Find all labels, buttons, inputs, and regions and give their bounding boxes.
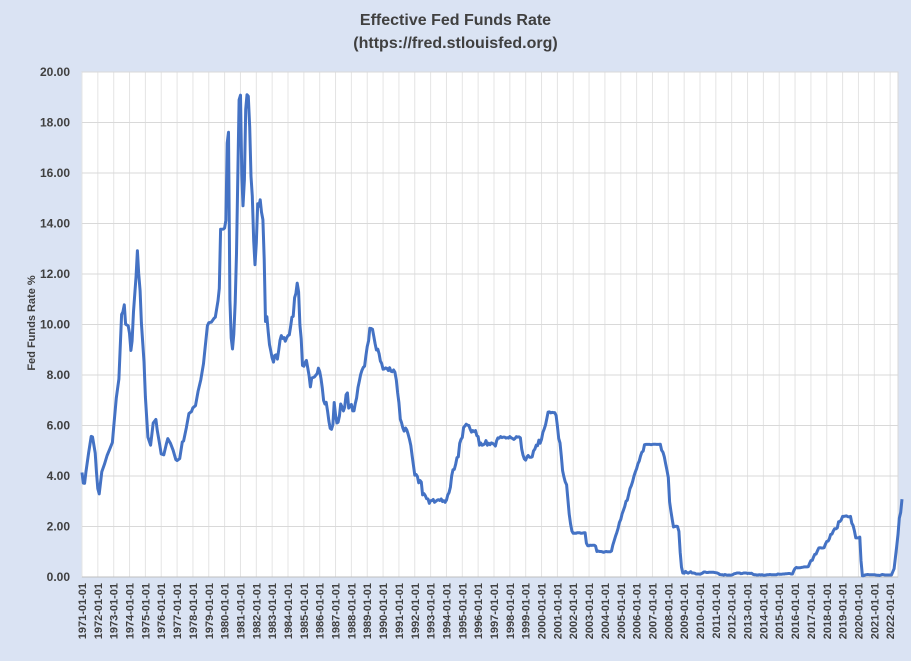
y-tick-label: 6.00 [47, 419, 71, 433]
x-tick-label: 2009-01-01 [679, 583, 691, 639]
x-tick-label: 2005-01-01 [616, 583, 628, 639]
x-tick-label: 1984-01-01 [283, 583, 295, 639]
x-tick-label: 1986-01-01 [315, 583, 327, 639]
series-line [80, 93, 904, 578]
x-tick-label: 2006-01-01 [632, 583, 644, 639]
x-tick-label: 1979-01-01 [204, 583, 216, 639]
x-tick-label: 1974-01-01 [125, 583, 137, 639]
x-tick-label: 1995-01-01 [457, 583, 469, 639]
x-tick-label: 1993-01-01 [426, 583, 438, 639]
x-tick-label: 2010-01-01 [695, 583, 707, 639]
x-tick-label: 2015-01-01 [774, 583, 786, 639]
chart-title: Effective Fed Funds Rate [359, 12, 552, 29]
y-tick-label: 0.00 [47, 570, 71, 584]
x-tick-label: 2002-01-01 [568, 583, 580, 639]
x-tick-label: 2008-01-01 [663, 583, 675, 639]
x-tick-label: 1989-01-01 [362, 583, 374, 639]
x-tick-label: 2022-01-01 [885, 583, 897, 639]
x-tick-label: 1981-01-01 [235, 583, 247, 639]
x-tick-label: 1988-01-01 [346, 583, 358, 639]
x-tick-label: 2007-01-01 [647, 583, 659, 639]
x-tick-label: 1976-01-01 [156, 583, 168, 639]
x-tick-label: 2020-01-01 [853, 583, 865, 639]
y-tick-label: 2.00 [47, 520, 71, 534]
x-tick-label: 1996-01-01 [473, 583, 485, 639]
x-tick-label: 1980-01-01 [220, 583, 232, 639]
x-tick-label: 2021-01-01 [869, 583, 881, 639]
y-tick-label: 10.00 [40, 318, 70, 332]
x-tick-label: 2018-01-01 [822, 583, 834, 639]
x-tick-label: 1975-01-01 [140, 583, 152, 639]
x-tick-label: 2013-01-01 [743, 583, 755, 639]
y-tick-label: 20.00 [40, 65, 70, 79]
y-tick-label: 8.00 [47, 368, 71, 382]
x-tick-label: 1982-01-01 [251, 583, 263, 639]
x-tick-label: 1973-01-01 [109, 583, 121, 639]
chart-subtitle: (https://fred.stlouisfed.org) [353, 35, 558, 52]
y-tick-label: 14.00 [40, 217, 70, 231]
y-tick-label: 16.00 [40, 166, 70, 180]
x-tick-label: 1972-01-01 [93, 583, 105, 639]
x-tick-label: 1985-01-01 [299, 583, 311, 639]
x-tick-label: 1998-01-01 [505, 583, 517, 639]
x-tick-label: 2017-01-01 [806, 583, 818, 639]
x-tick-label: 1997-01-01 [489, 583, 501, 639]
x-tick-label: 1991-01-01 [394, 583, 406, 639]
y-tick-label: 18.00 [40, 116, 70, 130]
x-tick-label: 1992-01-01 [410, 583, 422, 639]
y-tick-label: 12.00 [40, 267, 70, 281]
x-tick-label: 1994-01-01 [441, 583, 453, 639]
x-tick-label: 2019-01-01 [838, 583, 850, 639]
x-tick-label: 1971-01-01 [77, 583, 89, 639]
x-tick-label: 2004-01-01 [600, 583, 612, 639]
x-tick-label: 2016-01-01 [790, 583, 802, 639]
x-tick-label: 1987-01-01 [331, 583, 343, 639]
x-tick-label: 1999-01-01 [521, 583, 533, 639]
x-tick-label: 1983-01-01 [267, 583, 279, 639]
x-tick-label: 2014-01-01 [758, 583, 770, 639]
y-tick-label: 4.00 [47, 469, 71, 483]
x-tick-label: 2011-01-01 [711, 583, 723, 639]
x-tick-label: 2001-01-01 [552, 583, 564, 639]
x-tick-label: 1990-01-01 [378, 583, 390, 639]
x-tick-label: 2003-01-01 [584, 583, 596, 639]
x-tick-label: 1977-01-01 [172, 583, 184, 639]
x-tick-label: 2000-01-01 [537, 583, 549, 639]
x-tick-label: 1978-01-01 [188, 583, 200, 639]
x-tick-label: 2012-01-01 [727, 583, 739, 639]
